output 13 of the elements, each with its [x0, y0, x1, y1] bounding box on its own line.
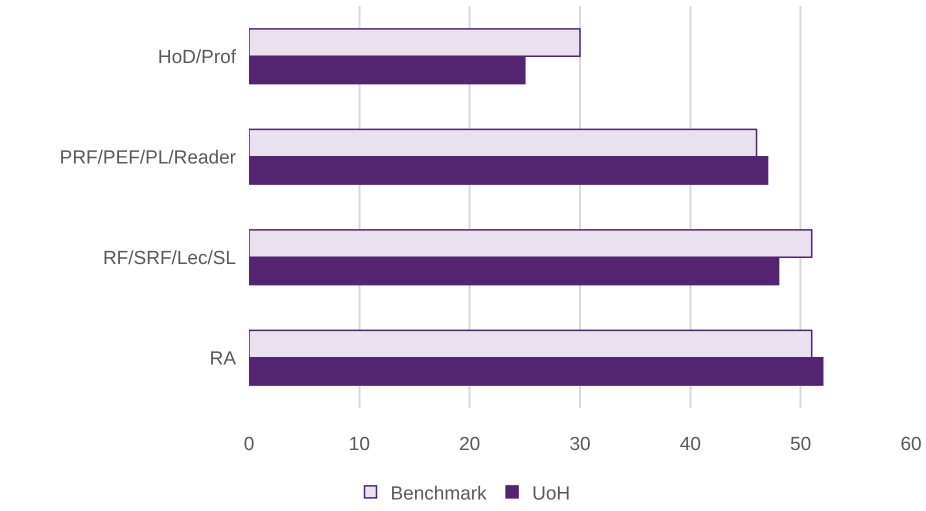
x-tick-label: 60: [900, 434, 922, 455]
x-tick-label: 40: [680, 434, 701, 455]
legend-label: Benchmark: [390, 483, 488, 504]
y-tick-label: HoD/Prof: [158, 46, 237, 68]
y-tick-label: PRF/PEF/PL/Reader: [60, 147, 237, 168]
y-tick-label: RF/SRF/Lec/SL: [102, 248, 236, 269]
y-tick-label: RA: [210, 348, 236, 370]
x-tick-label: 30: [569, 434, 591, 455]
x-tick-label: 10: [348, 434, 370, 455]
x-tick-label: 50: [790, 434, 812, 455]
x-tick-label: 20: [459, 434, 480, 455]
x-tick-label: 0: [244, 434, 254, 455]
legend-label: UoH: [532, 483, 570, 504]
